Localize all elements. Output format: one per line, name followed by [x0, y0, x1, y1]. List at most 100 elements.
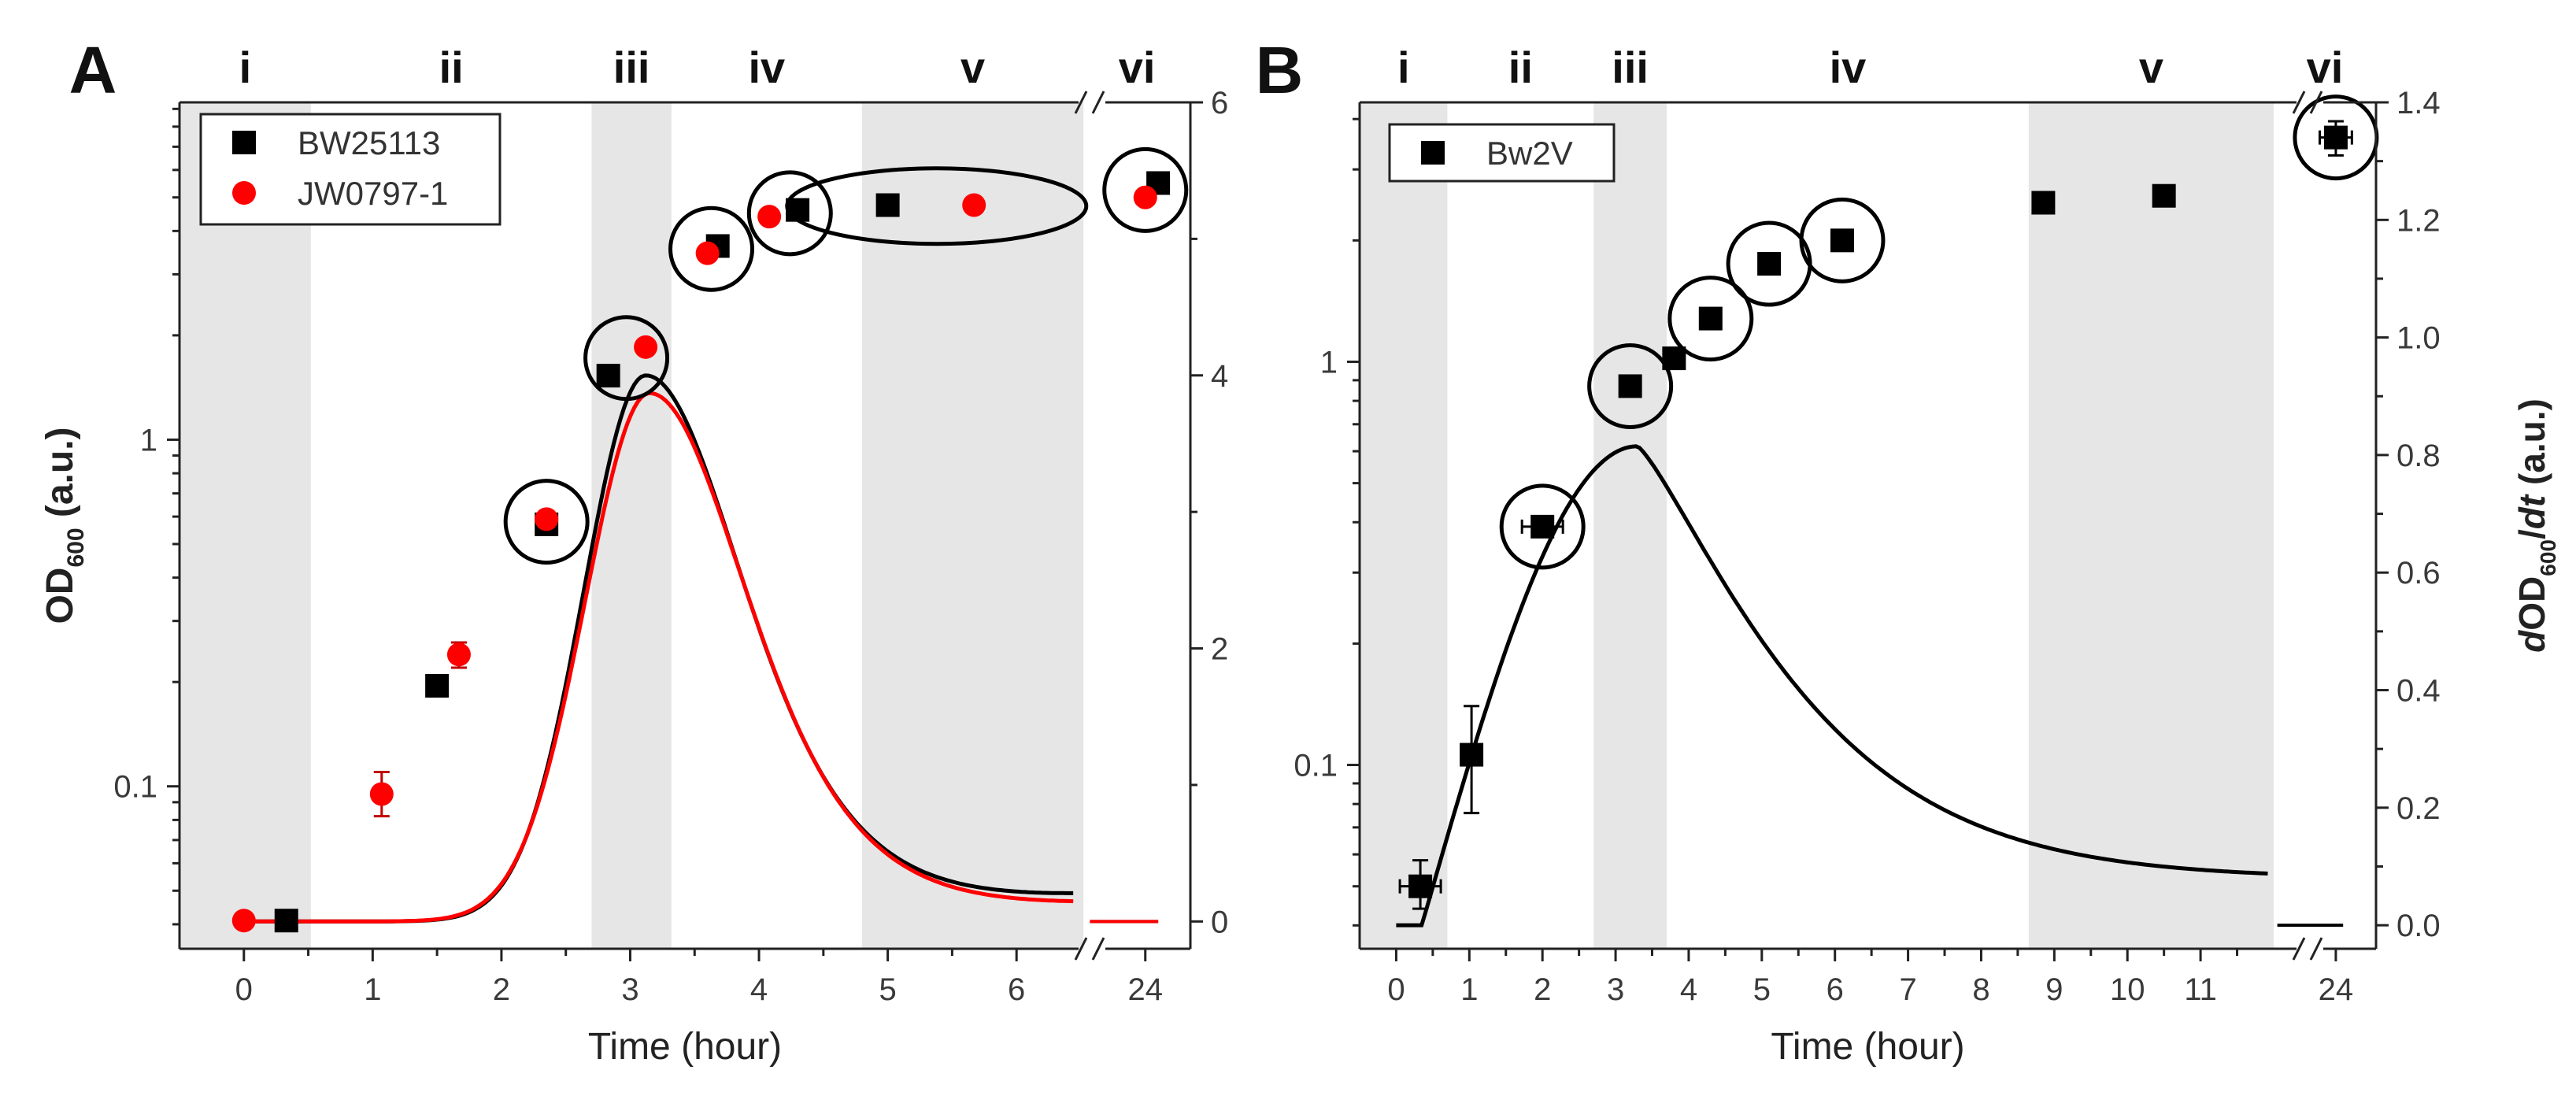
phase-label: v [2139, 43, 2163, 92]
phase-label: vi [1119, 43, 1156, 92]
annotation-circle [1667, 276, 1754, 362]
data-point-circle [231, 909, 256, 933]
y-right-axis-title-sub: 600 [2536, 539, 2560, 576]
data-point-circle [757, 205, 782, 229]
data-point-circle [634, 335, 658, 359]
x-tick-label: 24 [2319, 972, 2354, 1007]
phase-label: iv [1830, 43, 1867, 92]
data-point-square [1408, 874, 1433, 898]
x-tick-label: 11 [2184, 972, 2217, 1007]
annotation-circle [1499, 483, 1586, 570]
phase-shade-iii [591, 102, 672, 949]
y-left-axis-title-sub: 600 [63, 528, 89, 567]
annotation-circle [1102, 146, 1189, 233]
axis-break-mark [1091, 937, 1105, 961]
phase-label: vi [2307, 43, 2344, 92]
x-tick-label: 6 [1827, 972, 1844, 1007]
x-axis-title: Time (hour) [1771, 1026, 1964, 1068]
x-tick-label: 8 [1972, 972, 1989, 1007]
data-point-square [1698, 306, 1723, 331]
axis-break-mark [1091, 91, 1105, 114]
y-right-tick-label: 6 [1211, 86, 1228, 120]
x-tick-label: 10 [2110, 972, 2145, 1007]
data-point-square [1662, 346, 1686, 371]
x-tick-label: 4 [1680, 972, 1697, 1007]
axis-break-mark [2292, 91, 2306, 114]
data-point-circle [1133, 185, 1157, 209]
data-point-circle [962, 193, 986, 217]
x-tick-label: 3 [621, 972, 638, 1007]
y-left-tick-label: 1 [140, 423, 157, 457]
phase-label: ii [439, 43, 464, 92]
y-left-axis-title-main: OD [39, 568, 81, 624]
data-point-square [1757, 252, 1782, 276]
annotation-circle [1587, 342, 1674, 429]
y-right-tick-label: 1.2 [2396, 203, 2441, 238]
phase-label: i [1397, 43, 1410, 92]
x-tick-label: 5 [1753, 972, 1771, 1007]
data-point-square [2031, 191, 2056, 215]
y-right-axis-title-t: t [2511, 494, 2552, 507]
phase-shade-v [2028, 102, 2274, 949]
phase-shade-i [1360, 102, 1448, 949]
data-point-square [786, 198, 810, 222]
x-tick-label: 5 [879, 972, 896, 1007]
data-point-square [1460, 742, 1484, 767]
data-point-circle [446, 642, 471, 667]
axis-break-mark [2292, 937, 2306, 961]
rate-curve-line [243, 391, 1074, 924]
phase-label: i [239, 43, 252, 92]
x-tick-label: 4 [750, 972, 768, 1007]
x-tick-label: 6 [1008, 972, 1025, 1007]
data-point-circle [369, 782, 394, 806]
legend-marker-square [232, 131, 256, 154]
axis-break-mark [1074, 937, 1088, 961]
y-right-axis-title-main: OD [2511, 576, 2552, 631]
phase-shade-i [180, 102, 311, 949]
x-axis-title: Time (hour) [588, 1026, 782, 1068]
y-right-tick-label: 0.2 [2396, 791, 2441, 826]
data-point-square [425, 674, 450, 698]
data-point-square [274, 909, 298, 933]
legend-marker-square [1421, 141, 1445, 165]
annotation-circle [583, 315, 670, 402]
phase-shade-iii [1593, 102, 1667, 949]
data-point-square [1530, 514, 1555, 539]
data-point-square [1830, 228, 1854, 253]
axis-break-mark [2309, 91, 2323, 114]
x-tick-label: 9 [2045, 972, 2063, 1007]
y-right-tick-label: 0 [1211, 905, 1228, 939]
data-point-circle [695, 241, 720, 265]
x-tick-label: 1 [1460, 972, 1478, 1007]
y-right-axis-title-d: d [2511, 630, 2552, 653]
axis-break-mark [2309, 937, 2323, 961]
rate-curve-line [1396, 444, 2268, 928]
annotation-circle [668, 206, 755, 292]
y-left-axis-title: OD600 (a.u.) [39, 427, 89, 624]
data-point-square [596, 364, 620, 388]
y-right-axis-title-slash: / [2511, 529, 2552, 539]
legend-marker-circle [232, 181, 256, 205]
y-left-tick-label: 0.1 [1294, 749, 1338, 783]
phase-label: iii [1612, 43, 1649, 92]
legend-label: BW25113 [298, 124, 440, 161]
phase-label: v [960, 43, 985, 92]
y-right-tick-label: 4 [1211, 359, 1228, 394]
data-point-square [2152, 183, 2176, 208]
panel-label: B [1256, 33, 1304, 107]
x-tick-label: 0 [1387, 972, 1405, 1007]
data-point-circle [535, 507, 559, 531]
y-left-tick-label: 1 [1320, 345, 1338, 380]
x-tick-label: 2 [1534, 972, 1551, 1007]
y-left-axis-title-suffix: (a.u.) [39, 427, 81, 528]
y-right-tick-label: 0.6 [2396, 556, 2441, 591]
legend-label: JW0797-1 [298, 175, 448, 212]
panel-label: A [69, 33, 117, 107]
phase-label: iii [613, 43, 650, 92]
data-point-square [1618, 374, 1642, 398]
x-tick-label: 3 [1607, 972, 1624, 1007]
x-tick-label: 7 [1899, 972, 1916, 1007]
annotation-circle [1799, 197, 1886, 283]
